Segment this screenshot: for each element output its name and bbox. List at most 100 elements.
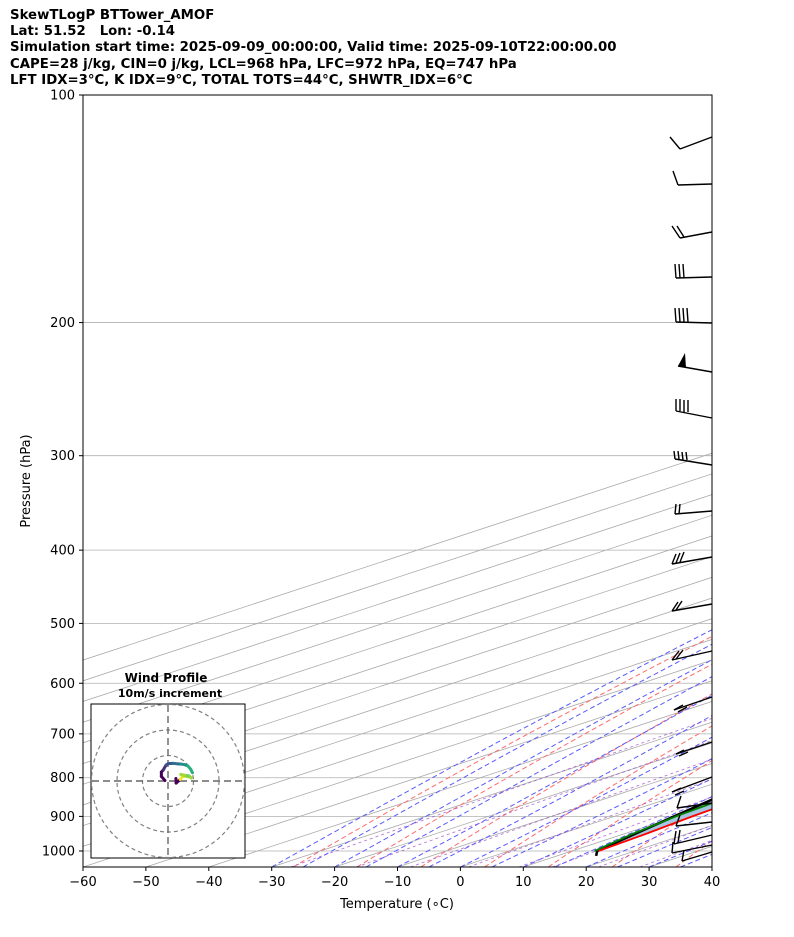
- chart-title: SkewTLogP BTTower_AMOF: [10, 8, 215, 23]
- wind-barb: [681, 849, 713, 862]
- barb-flag: [676, 795, 682, 809]
- location-line: Lat: 51.52 Lon: -0.14: [10, 24, 176, 40]
- mixing-ratio-line: [518, 796, 712, 867]
- barb-flag: [675, 649, 684, 660]
- mixing-ratio-line: [290, 717, 712, 867]
- isotherm-line: [83, 618, 712, 827]
- barb-staff: [677, 183, 713, 186]
- y-tick-label: 600: [50, 677, 75, 692]
- x-tick-label: 20: [578, 875, 595, 890]
- moist-adiabat: [523, 778, 712, 867]
- x-tick-label: 0: [456, 875, 464, 890]
- dewpoint-line: [594, 802, 712, 852]
- x-tick-label: 10: [515, 875, 532, 890]
- barb-flag: [681, 849, 685, 862]
- y-tick-label: 400: [50, 544, 75, 559]
- x-tick-label: −40: [195, 875, 222, 890]
- barb-flag: [678, 503, 681, 515]
- isotherm-line: [145, 680, 712, 867]
- wind-barb: [673, 450, 713, 466]
- barb-staff: [671, 556, 713, 565]
- dry-adiabat: [356, 663, 712, 867]
- moist-adiabat: [491, 758, 712, 867]
- wind-barb: [671, 551, 713, 565]
- isotherm-line: [83, 638, 712, 847]
- isotherm-line: [83, 659, 712, 867]
- barb-flag: [682, 263, 685, 279]
- barb-staff: [675, 410, 713, 419]
- y-axis: 1000 900 800 700 600 500 400 300 200 100: [42, 89, 83, 859]
- moist-adiabat: [428, 715, 712, 867]
- x-tick-label: −20: [321, 875, 348, 890]
- barb-flag: [678, 751, 689, 757]
- wind-barb: [671, 600, 713, 612]
- wind-barb: [671, 841, 713, 854]
- index-line: LFT IDX=3°C, K IDX=9°C, TOTAL TOTS=44°C,…: [10, 72, 473, 88]
- dry-adiabat: [675, 840, 712, 867]
- barb-pennant: [678, 353, 686, 368]
- dry-adiabat: [292, 635, 712, 867]
- y-tick-label: 900: [50, 810, 75, 825]
- dry-adiabat: [420, 693, 712, 867]
- mixing-ratio-line: [410, 758, 712, 867]
- isotherm-line: [83, 473, 712, 682]
- y-tick-label: 100: [50, 89, 75, 104]
- hodograph-subtitle: 10m/s increment: [118, 687, 222, 700]
- barb-flag: [671, 650, 680, 661]
- hodograph-trace: [189, 767, 194, 775]
- x-tick-label: −10: [384, 875, 411, 890]
- wind-barb: [669, 136, 713, 150]
- moist-adiabat: [271, 629, 712, 867]
- y-tick-label: 300: [50, 449, 75, 464]
- barb-staff: [673, 696, 713, 711]
- x-axis-label: Temperature (∘C): [339, 897, 454, 912]
- barb-flag: [679, 551, 685, 563]
- wind-barb: [675, 399, 713, 419]
- wind-barb: [677, 353, 713, 373]
- y-tick-label: 700: [50, 727, 75, 742]
- isotherm-line: [83, 597, 712, 806]
- hodograph-title: Wind Profile: [125, 671, 208, 685]
- barb-flag: [682, 307, 685, 323]
- moist-adiabats: [271, 629, 712, 867]
- moist-adiabat: [365, 676, 712, 867]
- dry-adiabat: [611, 797, 712, 867]
- wind-barb: [671, 225, 713, 239]
- wind-barb: [675, 741, 713, 757]
- cape-region: [597, 799, 712, 851]
- moist-adiabat: [334, 659, 712, 867]
- hodograph-ring: [90, 703, 246, 859]
- barb-flag: [673, 450, 676, 460]
- isotherm-line: [208, 701, 712, 867]
- x-tick-label: −30: [258, 875, 285, 890]
- barb-flag: [675, 814, 681, 827]
- barb-staff: [675, 276, 713, 279]
- moist-adiabat: [302, 643, 712, 867]
- barb-flag: [674, 790, 685, 796]
- moist-adiabat: [680, 853, 712, 867]
- barb-staff: [676, 802, 713, 809]
- wind-barb: [676, 795, 713, 809]
- barb-flag: [669, 136, 681, 150]
- dry-adiabat: [548, 759, 712, 867]
- y-tick-label: 500: [50, 617, 75, 632]
- plot-area: [83, 95, 794, 867]
- parcel-line: [594, 798, 712, 857]
- mixing-ratio-line: [639, 839, 712, 867]
- temperature-line: [598, 808, 712, 852]
- dry-adiabat: [740, 95, 794, 867]
- dry-adiabat: [484, 725, 712, 867]
- dry-adiabats: [292, 95, 794, 867]
- barb-staff: [679, 136, 713, 150]
- isotherm-line: [523, 804, 712, 867]
- barb-flag: [677, 450, 680, 460]
- isotherm-line: [334, 742, 712, 867]
- barb-staff: [675, 821, 713, 827]
- y-axis-label: Pressure (hPa): [19, 434, 34, 527]
- barb-flag: [672, 170, 679, 186]
- barb-flag: [677, 706, 688, 713]
- barb-staff: [674, 458, 713, 466]
- barb-flag: [671, 225, 681, 239]
- barb-flag: [681, 451, 684, 461]
